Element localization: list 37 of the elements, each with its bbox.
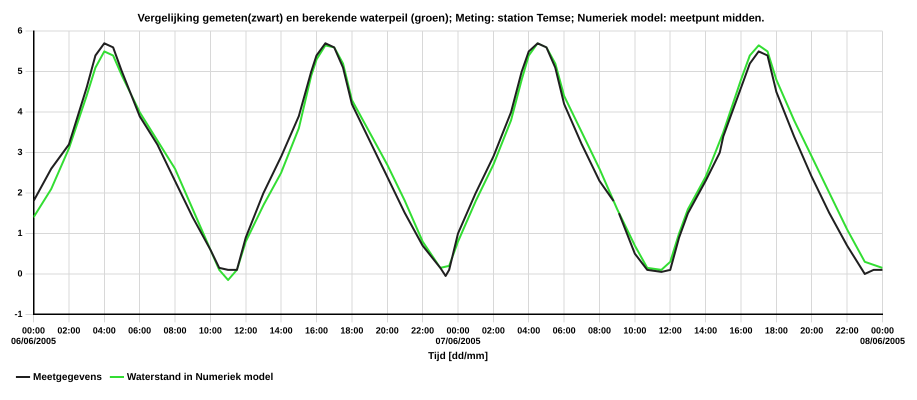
x-tick-label: 18:00	[764, 325, 788, 336]
x-tick-label: 10:00	[623, 325, 646, 336]
y-tick-label: 1	[18, 228, 23, 238]
x-tick-label: 06:00	[552, 325, 576, 336]
y-tick-label: -1	[14, 308, 23, 319]
x-tick-label: 00:00 06/06/2005	[11, 325, 56, 346]
x-tick-label: 08:00	[164, 325, 187, 336]
x-tick-label: 22:00	[411, 325, 434, 336]
y-tick-label: 2	[18, 188, 23, 198]
x-tick-label: 12:00	[658, 325, 682, 336]
x-tick-label: 00:00 08/06/2005	[860, 325, 905, 346]
x-tick-label: 04:00	[517, 325, 540, 336]
y-tick-label: 4	[18, 106, 23, 117]
y-tick-label: 0	[18, 268, 23, 278]
x-tick-label: 16:00	[304, 325, 328, 336]
x-axis-title: Tijd [dd/mm]	[428, 350, 488, 362]
y-tick-label: 3	[18, 147, 23, 158]
x-tick-label: 16:00	[729, 325, 752, 336]
x-tick-label: 20:00	[376, 325, 399, 336]
x-tick-label: 00:00 07/06/2005	[435, 325, 481, 346]
x-tick-label: 04:00	[92, 325, 116, 336]
x-tick-label: 08:00	[588, 325, 612, 336]
x-tick-label: 02:00	[57, 325, 80, 336]
x-tick-label: 20:00	[800, 325, 824, 336]
legend-label: Waterstand in Numeriek model	[126, 372, 274, 383]
legend-label: Meetgegevens	[33, 372, 102, 383]
y-tick-label: 6	[18, 26, 23, 36]
chart-title: Vergelijking gemeten(zwart) en berekende waterpeil (groen); Meting: station Temse; Numeriek model: meetpunt midden.	[138, 12, 764, 25]
x-tick-label: 14:00	[270, 325, 293, 336]
x-tick-label: 18:00	[340, 325, 364, 336]
x-tick-label: 02:00	[482, 325, 505, 336]
x-tick-label: 10:00	[198, 325, 222, 336]
x-tick-label: 06:00	[128, 325, 152, 336]
y-tick-label: 5	[18, 66, 23, 76]
x-tick-label: 12:00	[234, 325, 258, 336]
x-tick-label: 14:00	[694, 325, 718, 336]
x-tick-label: 22:00	[836, 325, 859, 336]
